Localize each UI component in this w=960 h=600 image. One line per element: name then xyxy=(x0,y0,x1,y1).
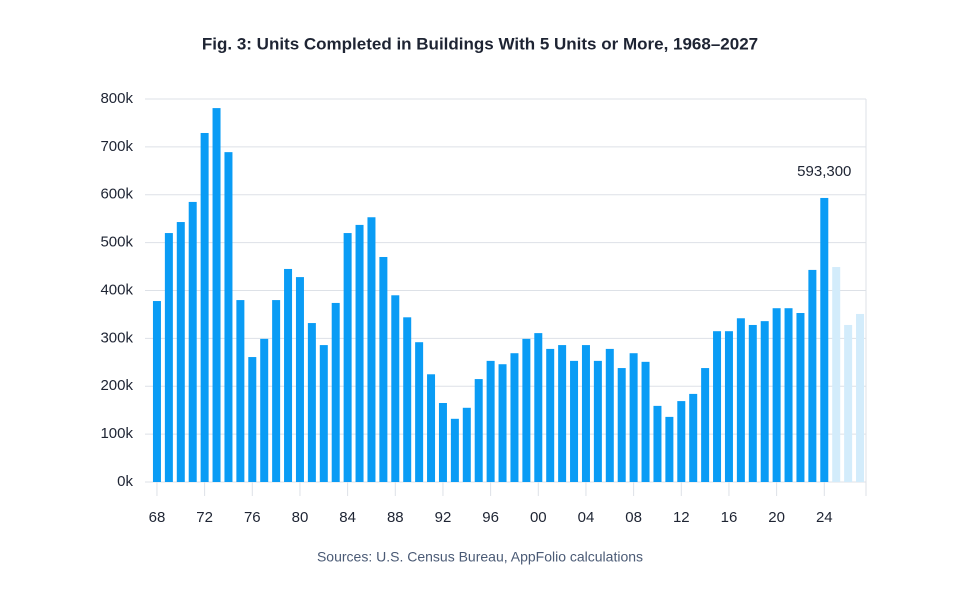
bar xyxy=(176,222,185,482)
bar xyxy=(593,360,602,482)
x-tick-label: 92 xyxy=(435,509,452,526)
x-tick-label: 76 xyxy=(244,509,261,526)
bar xyxy=(653,405,662,482)
bar xyxy=(641,361,650,482)
bar xyxy=(534,333,543,482)
bar xyxy=(486,360,495,482)
bar xyxy=(200,132,209,482)
bar xyxy=(713,331,722,482)
bar xyxy=(224,152,233,483)
bar xyxy=(427,374,436,482)
bar xyxy=(665,416,674,482)
bar xyxy=(736,318,745,482)
bar xyxy=(462,407,471,482)
bar xyxy=(391,295,400,482)
bar xyxy=(677,401,686,482)
bar xyxy=(236,300,245,482)
bar xyxy=(212,108,221,482)
x-tick-label: 20 xyxy=(768,509,785,526)
source-note: Sources: U.S. Census Bureau, AppFolio ca… xyxy=(317,549,643,565)
y-tick-label: 100k xyxy=(100,425,133,442)
bar xyxy=(474,379,483,482)
x-tick-label: 68 xyxy=(149,509,166,526)
bar xyxy=(415,342,424,482)
x-tick-label: 24 xyxy=(816,509,833,526)
bar xyxy=(343,233,352,482)
bar xyxy=(820,197,829,482)
bar xyxy=(784,308,793,482)
bar xyxy=(510,353,519,482)
bar xyxy=(403,317,412,482)
y-tick-label: 0k xyxy=(117,473,133,490)
x-tick-label: 96 xyxy=(482,509,499,526)
bar xyxy=(772,308,781,482)
y-tick-label: 200k xyxy=(100,377,133,394)
y-tick-label: 800k xyxy=(100,90,133,107)
bar xyxy=(581,345,590,482)
bar xyxy=(689,393,698,482)
bar xyxy=(832,267,841,482)
y-tick-label: 300k xyxy=(100,329,133,346)
bar xyxy=(367,217,376,482)
bar xyxy=(450,418,459,482)
bar xyxy=(248,357,257,482)
y-tick-label: 500k xyxy=(100,234,133,251)
bar xyxy=(272,300,281,482)
bar xyxy=(498,364,507,482)
x-tick-label: 80 xyxy=(292,509,309,526)
bar xyxy=(319,345,328,482)
bar xyxy=(856,313,865,482)
bar xyxy=(570,360,579,482)
bar xyxy=(164,233,173,482)
bar xyxy=(260,338,269,482)
bar xyxy=(379,256,388,482)
bar xyxy=(629,353,638,482)
x-tick-label: 04 xyxy=(578,509,595,526)
bar xyxy=(748,324,757,482)
value-label: 593,300 xyxy=(797,163,851,180)
bar xyxy=(522,338,531,482)
bar xyxy=(701,368,710,482)
y-tick-label: 600k xyxy=(100,186,133,203)
x-tick-label: 16 xyxy=(721,509,738,526)
bar xyxy=(760,321,769,482)
bar xyxy=(808,269,817,482)
x-tick-label: 88 xyxy=(387,509,404,526)
bar xyxy=(617,368,626,482)
bar xyxy=(546,348,555,482)
bar xyxy=(558,345,567,482)
bar xyxy=(307,323,316,482)
bar xyxy=(284,268,293,482)
bar xyxy=(152,301,161,482)
x-tick-label: 08 xyxy=(625,509,642,526)
bar xyxy=(844,324,853,482)
bar xyxy=(438,403,447,482)
bar xyxy=(724,331,733,482)
chart-title: Fig. 3: Units Completed in Buildings Wit… xyxy=(202,34,758,53)
bar xyxy=(605,348,614,482)
bar xyxy=(796,313,805,482)
y-tick-label: 400k xyxy=(100,281,133,298)
x-tick-label: 84 xyxy=(339,509,356,526)
x-tick-label: 12 xyxy=(673,509,690,526)
y-tick-label: 700k xyxy=(100,138,133,155)
bar xyxy=(188,201,197,482)
bar xyxy=(295,277,304,482)
x-tick-label: 00 xyxy=(530,509,547,526)
x-tick-label: 72 xyxy=(196,509,213,526)
bar xyxy=(331,302,340,482)
bar xyxy=(355,224,364,482)
